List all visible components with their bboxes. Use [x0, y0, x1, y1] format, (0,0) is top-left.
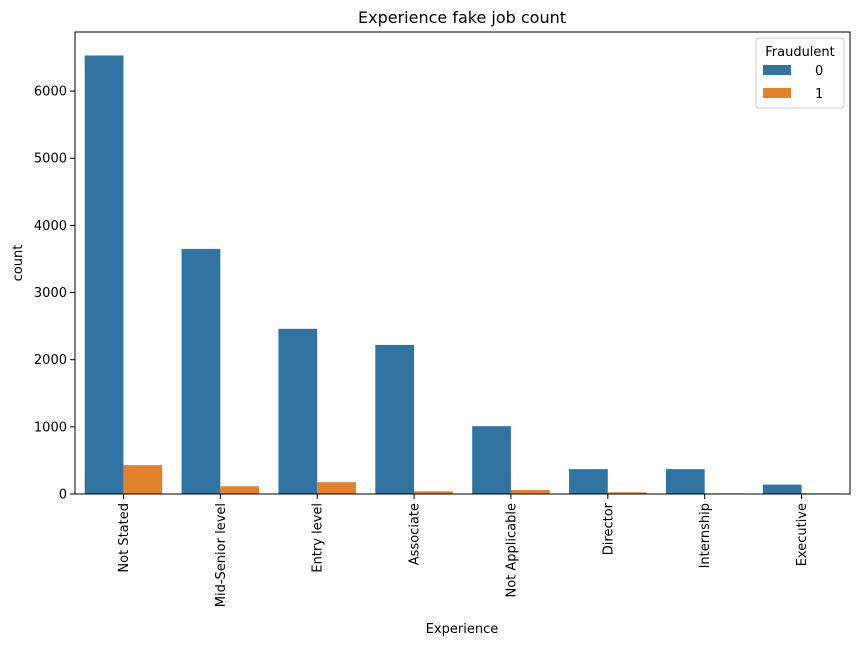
- x-tick-label: Internship: [698, 503, 713, 568]
- plot-frame: [74, 31, 851, 495]
- y-tick-label: 3000: [34, 286, 67, 301]
- bar-entry-level-series-1: [317, 482, 356, 494]
- y-tick-label: 5000: [34, 152, 67, 167]
- bar-entry-level-series-0: [278, 328, 318, 494]
- bar-director-series-1: [607, 492, 647, 494]
- x-tick-label: Executive: [795, 503, 810, 566]
- bar-associate-series-1: [414, 491, 453, 494]
- x-tick-label: Entry level: [311, 503, 326, 573]
- y-tick-label: 0: [59, 488, 67, 503]
- bar-not-stated-series-1: [123, 465, 163, 495]
- legend-label: 1: [815, 87, 823, 102]
- y-axis: 0 1000 2000 3000 4000 5000 6000: [34, 85, 75, 503]
- bar-not-stated-series-0: [84, 55, 124, 494]
- bar-internship-series-0: [665, 469, 705, 494]
- x-tick-label: Director: [601, 502, 616, 555]
- legend: Fraudulent 0 1: [755, 37, 845, 109]
- x-axis: Not Stated Mid-Senior level Entry level Ass…: [117, 494, 810, 607]
- bar-mid-senior-level-series-0: [181, 248, 221, 494]
- x-axis-label: Experience: [426, 622, 499, 637]
- x-tick-label: Not Applicable: [504, 503, 519, 598]
- bar-associate-series-0: [375, 344, 415, 494]
- bar-mid-senior-level-series-1: [220, 486, 260, 494]
- legend-label: 0: [815, 64, 823, 79]
- bar-director-series-0: [569, 469, 608, 494]
- bar-executive-series-0: [762, 484, 802, 494]
- x-tick-label: Not Stated: [117, 503, 132, 573]
- legend-swatch-0: [763, 65, 791, 75]
- y-tick-label: 1000: [34, 420, 67, 435]
- legend-swatch-1: [763, 88, 791, 98]
- bars-layer: [84, 55, 841, 495]
- y-tick-label: 2000: [34, 353, 67, 368]
- bar-not-applicable-series-0: [472, 426, 511, 494]
- x-tick-label: Mid-Senior level: [214, 503, 229, 607]
- bar-not-applicable-series-1: [510, 489, 550, 494]
- y-tick-label: 4000: [34, 219, 67, 234]
- y-tick-label: 6000: [34, 85, 67, 100]
- chart-title: Experience fake job count: [358, 8, 566, 27]
- legend-title: Fraudulent: [765, 45, 835, 60]
- y-axis-label: count: [11, 245, 26, 282]
- x-tick-label: Associate: [408, 503, 423, 565]
